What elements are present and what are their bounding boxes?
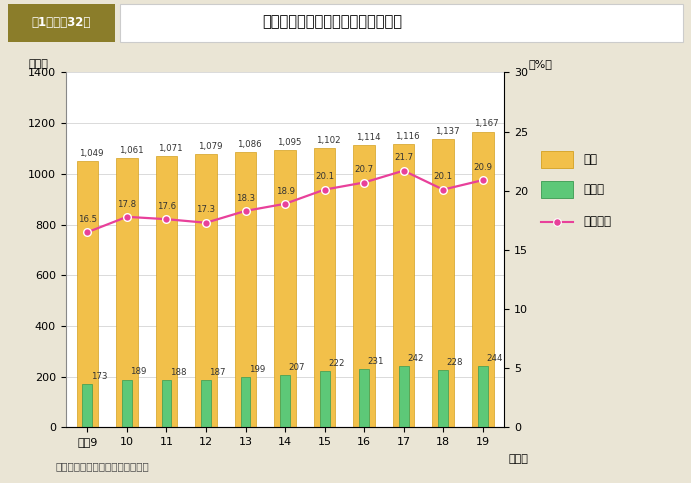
Bar [201,380,211,427]
Bar [240,377,250,427]
Text: 1,086: 1,086 [237,140,262,149]
Text: 総数: 総数 [583,154,597,167]
Text: 20.1: 20.1 [315,172,334,181]
Bar [320,371,330,427]
Text: 1,114: 1,114 [356,133,381,142]
Text: 20.1: 20.1 [433,172,453,181]
Text: 1,049: 1,049 [79,149,104,158]
Text: 189: 189 [131,368,146,376]
Text: 228: 228 [446,357,463,367]
Bar [195,154,217,427]
Text: 保護観察官に占める女性割合の推移: 保護観察官に占める女性割合の推移 [263,14,403,29]
Bar [122,380,132,427]
Text: （備考）　法務省資料より作成。: （備考） 法務省資料より作成。 [55,461,149,471]
Text: 女性割合: 女性割合 [583,215,612,228]
Bar [477,366,488,427]
Bar [353,145,375,427]
Bar [541,152,573,169]
Text: 17.6: 17.6 [157,202,176,211]
Bar [77,161,98,427]
Text: 21.7: 21.7 [394,154,413,162]
Text: （人）: （人） [28,59,48,69]
Bar [433,139,454,427]
Text: （年）: （年） [509,454,529,464]
Text: 18.3: 18.3 [236,194,255,202]
Text: 188: 188 [170,368,187,377]
Text: 18.9: 18.9 [276,186,294,196]
Text: 1,102: 1,102 [316,136,341,145]
Bar [541,181,573,198]
Bar [314,148,335,427]
Bar [116,158,138,427]
Text: 231: 231 [368,357,384,366]
Text: 1,116: 1,116 [395,132,420,142]
Text: 第1－特－32図: 第1－特－32図 [32,15,91,28]
Bar [472,131,493,427]
Bar [399,366,408,427]
Text: 222: 222 [328,359,345,368]
Text: 173: 173 [91,371,107,381]
Bar [82,384,93,427]
Bar [8,4,115,42]
Text: 242: 242 [407,354,424,363]
Text: 1,167: 1,167 [475,119,499,128]
Text: 199: 199 [249,365,265,374]
Text: 207: 207 [289,363,305,372]
Bar [274,150,296,427]
Text: 20.9: 20.9 [473,163,492,172]
Text: 16.5: 16.5 [78,215,97,224]
Text: 女性数: 女性数 [583,183,604,196]
Bar [235,152,256,427]
Bar [438,369,448,427]
Bar [280,375,290,427]
Bar [155,156,178,427]
Bar [392,144,415,427]
Text: 1,095: 1,095 [277,138,301,147]
Text: 1,071: 1,071 [158,144,183,153]
Text: 1,061: 1,061 [119,146,143,156]
Text: 17.3: 17.3 [196,205,216,214]
Bar [359,369,369,427]
Text: 17.8: 17.8 [117,199,137,209]
Text: 1,079: 1,079 [198,142,223,151]
Text: 187: 187 [209,368,226,377]
Text: （%）: （%） [529,59,552,69]
Bar [120,4,683,42]
Text: 1,137: 1,137 [435,127,460,136]
Bar [162,380,171,427]
Text: 20.7: 20.7 [354,165,374,174]
Text: 244: 244 [486,354,502,363]
